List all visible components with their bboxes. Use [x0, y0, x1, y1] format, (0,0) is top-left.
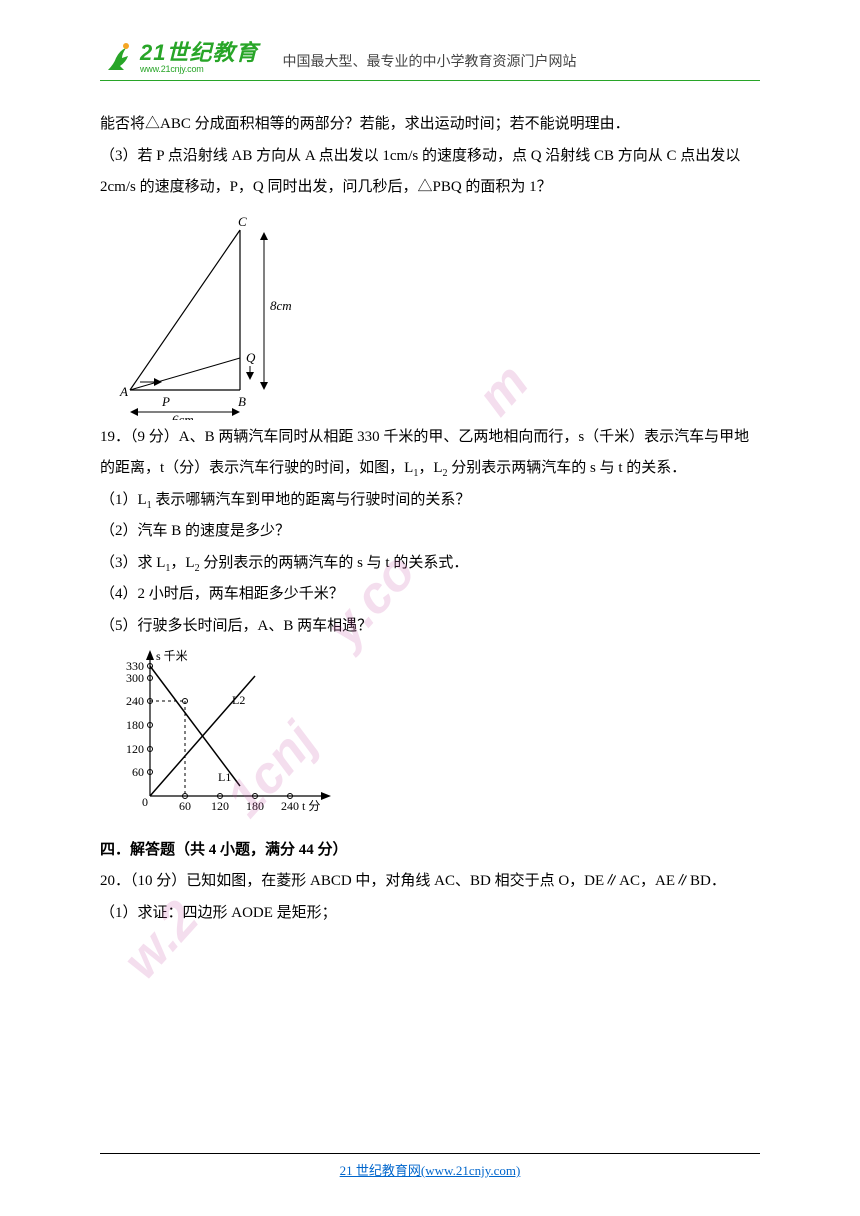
paragraph: （3）若 P 点沿射线 AB 方向从 A 点出发以 1cm/s 的速度移动，点 … [100, 141, 760, 204]
svg-text:60: 60 [132, 765, 144, 779]
svg-text:240: 240 [126, 694, 144, 708]
q19-intro: 19．（9 分）A、B 两辆汽车同时从相距 330 千米的甲、乙两地相向而行，s… [100, 422, 760, 485]
line-label-L2: L2 [232, 693, 245, 707]
logo-runner-icon [100, 40, 136, 76]
label-Q: Q [246, 350, 256, 365]
line-chart: 60 120 180 240 300 330 60 120 180 240 0 … [100, 646, 760, 829]
svg-text:180: 180 [126, 718, 144, 732]
svg-text:s 千米: s 千米 [156, 649, 188, 663]
svg-text:60: 60 [179, 799, 191, 813]
svg-text:120: 120 [126, 742, 144, 756]
svg-text:330: 330 [126, 659, 144, 673]
logo: 21世纪教育 www.21cnjy.com [100, 40, 258, 76]
label-A: A [119, 384, 128, 399]
page-footer: 21 世纪教育网(www.21cnjy.com) [100, 1153, 760, 1180]
q19-4: （4）2 小时后，两车相距多少千米？ [100, 579, 760, 611]
dim-8cm: 8cm [270, 298, 292, 313]
content-body: 能否将△ABC 分成面积相等的两部分？若能，求出运动时间；若不能说明理由． （3… [100, 109, 760, 929]
logo-main-text: 21世纪教育 [140, 42, 258, 64]
q19-5: （5）行驶多长时间后，A、B 两车相遇？ [100, 611, 760, 643]
label-C: C [238, 214, 247, 229]
q19-2: （2）汽车 B 的速度是多少？ [100, 516, 760, 548]
logo-sub-text: www.21cnjy.com [140, 64, 258, 74]
dim-6cm: 6cm [172, 412, 194, 420]
svg-text:0: 0 [142, 795, 148, 809]
page-header: 21世纪教育 www.21cnjy.com 中国最大型、最专业的中小学教育资源门… [100, 40, 760, 81]
q19-1: （1）L1 表示哪辆汽车到甲地的距离与行驶时间的关系？ [100, 485, 760, 517]
label-P: P [161, 394, 170, 409]
header-title: 中国最大型、最专业的中小学教育资源门户网站 [282, 51, 576, 71]
svg-text:120: 120 [211, 799, 229, 813]
svg-text:300: 300 [126, 671, 144, 685]
section-4-heading: 四．解答题（共 4 小题，满分 44 分） [100, 835, 760, 867]
triangle-diagram: A B C P Q 8cm 6cm [110, 210, 760, 420]
svg-text:t 分: t 分 [302, 799, 320, 813]
paragraph: 能否将△ABC 分成面积相等的两部分？若能，求出运动时间；若不能说明理由． [100, 109, 760, 141]
label-B: B [238, 394, 246, 409]
q20-intro: 20．（10 分）已知如图，在菱形 ABCD 中，对角线 AC、BD 相交于点 … [100, 866, 760, 898]
q19-3: （3）求 L1，L2 分别表示的两辆汽车的 s 与 t 的关系式． [100, 548, 760, 580]
footer-link[interactable]: 21 世纪教育网(www.21cnjy.com) [340, 1163, 521, 1178]
